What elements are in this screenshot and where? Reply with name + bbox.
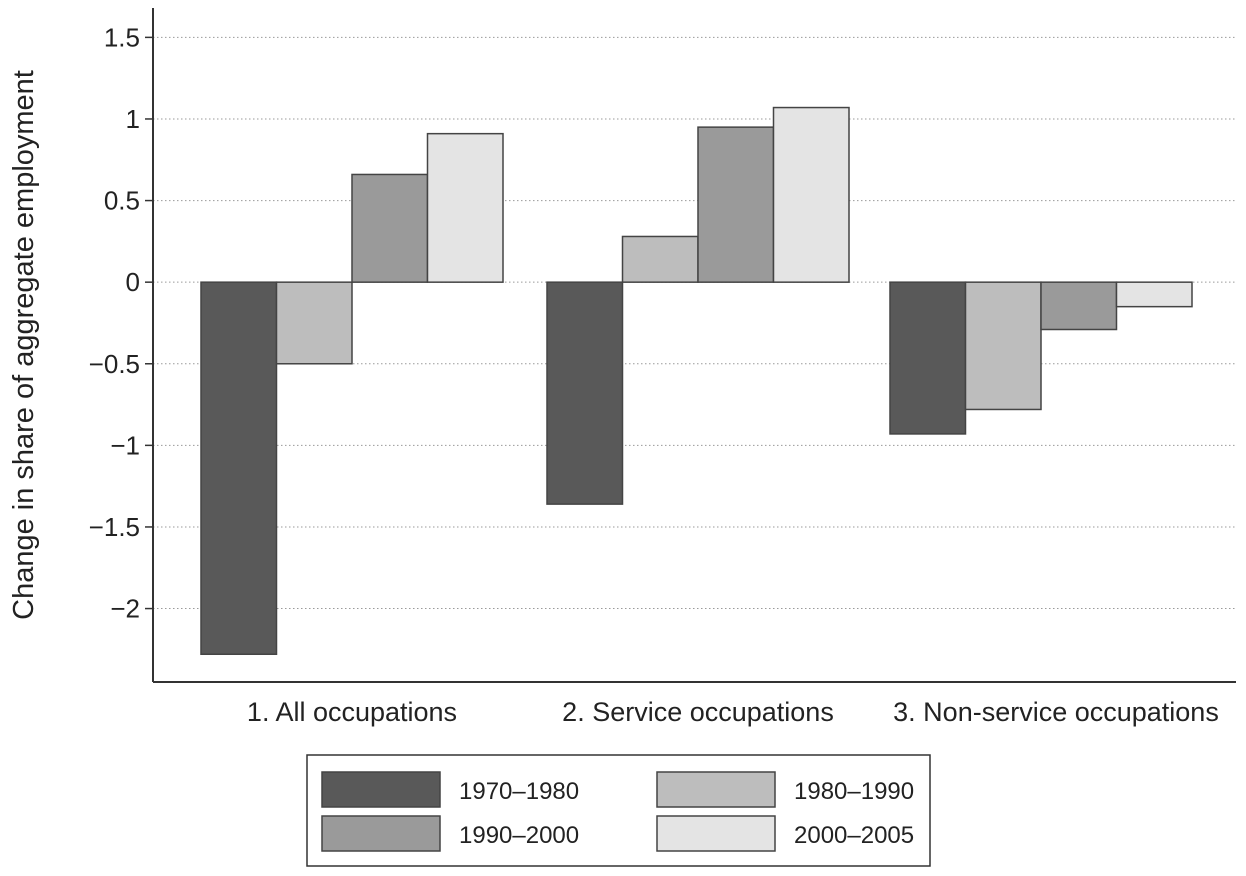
legend-swatch (321, 771, 441, 808)
legend-label: 2000–2005 (794, 822, 914, 849)
y-tick-label: −2 (110, 594, 140, 624)
y-tick-label: −1 (110, 430, 140, 460)
y-tick-label: 1.5 (104, 22, 140, 52)
legend-label: 1970–1980 (459, 778, 579, 805)
y-ticks: −2 −1.5 −1 −0.5 0 0.5 1 1.5 (89, 22, 153, 624)
y-tick-label: 0.5 (104, 186, 140, 216)
y-tick-label: −1.5 (89, 512, 140, 542)
category-labels: 1. All occupations 2. Service occupations… (247, 697, 1219, 727)
bar (351, 173, 429, 283)
legend-swatch (321, 815, 441, 852)
legend: 1970–1980 1980–1990 1990–2000 2000–2005 (306, 754, 931, 867)
bar (1040, 281, 1118, 331)
legend-swatch (656, 815, 776, 852)
bar (964, 281, 1042, 411)
bar (426, 132, 504, 283)
y-tick-label: 0 (126, 267, 140, 297)
bar (889, 281, 967, 435)
bar (697, 126, 775, 283)
bar (772, 106, 850, 283)
bar (621, 235, 699, 283)
legend-label: 1980–1990 (794, 778, 914, 805)
axes (152, 8, 1236, 683)
category-label: 2. Service occupations (562, 697, 834, 727)
bars (200, 106, 1193, 656)
y-tick-label: −0.5 (89, 349, 140, 379)
category-label: 1. All occupations (247, 697, 457, 727)
bar (1115, 281, 1193, 308)
legend-swatch (656, 771, 776, 808)
bar (546, 281, 624, 505)
bar (200, 281, 278, 656)
legend-label: 1990–2000 (459, 822, 579, 849)
y-tick-label: 1 (126, 104, 140, 134)
bar (275, 281, 353, 365)
category-label: 3. Non-service occupations (893, 697, 1219, 727)
y-axis-title: Change in share of aggregate employment (8, 70, 40, 620)
